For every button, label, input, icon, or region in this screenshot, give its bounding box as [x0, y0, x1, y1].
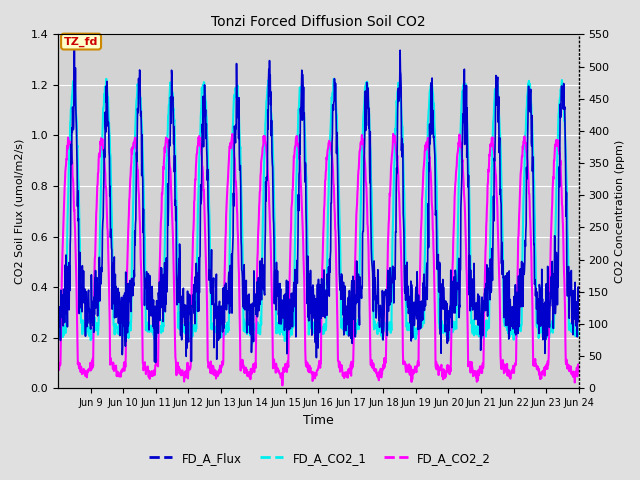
- Y-axis label: CO2 Concentration (ppm): CO2 Concentration (ppm): [615, 140, 625, 283]
- Title: Tonzi Forced Diffusion Soil CO2: Tonzi Forced Diffusion Soil CO2: [211, 15, 426, 29]
- Legend: FD_A_Flux, FD_A_CO2_1, FD_A_CO2_2: FD_A_Flux, FD_A_CO2_1, FD_A_CO2_2: [144, 447, 496, 469]
- Text: TZ_fd: TZ_fd: [64, 36, 99, 47]
- Y-axis label: CO2 Soil Flux (umol/m2/s): CO2 Soil Flux (umol/m2/s): [15, 139, 25, 284]
- X-axis label: Time: Time: [303, 414, 333, 427]
